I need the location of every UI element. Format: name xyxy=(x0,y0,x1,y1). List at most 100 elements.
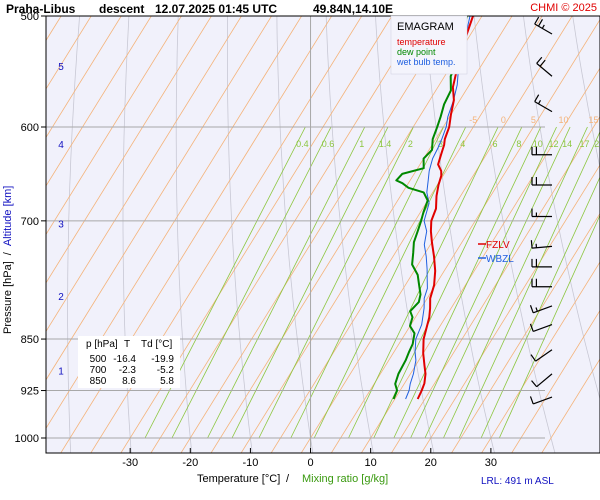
mixing-ratio-label: 10 xyxy=(533,139,543,149)
altitude-tick-label: 3 xyxy=(58,219,64,230)
table-cell-p: 500 xyxy=(90,354,107,365)
profile-series xyxy=(392,16,474,400)
mixing-ratio-lines xyxy=(144,126,600,439)
mixing-ratio-label: 8 xyxy=(516,139,521,149)
pressure-tick-label: 500 xyxy=(21,11,39,23)
mixing-ratio-label: 0.6 xyxy=(322,139,335,149)
mixing-ratio-label: 17 xyxy=(579,139,589,149)
wind-barb xyxy=(529,305,553,314)
mixing-ratio-line xyxy=(458,130,600,439)
values-table-bg xyxy=(78,336,180,388)
isotherm-line xyxy=(46,16,182,236)
altitude-axis: 1 2 3 4 5 xyxy=(58,62,64,377)
temperature-tick-label: -20 xyxy=(182,457,198,469)
dry-adiabat-line xyxy=(226,16,253,453)
pressure-tick-label: 850 xyxy=(21,334,39,346)
isotherm-line xyxy=(90,16,363,453)
mixing-ratio-line xyxy=(443,126,588,439)
wind-barb xyxy=(529,396,553,405)
freezing-level-marker: FZLV xyxy=(478,240,510,251)
table-cell-t: 8.6 xyxy=(122,376,136,387)
isotherm-line xyxy=(46,16,303,430)
legend-item-wet-bulb: wet bulb temp. xyxy=(396,57,456,67)
altitude-tick-label: 1 xyxy=(58,366,64,377)
temperature-tick-label: 20 xyxy=(425,457,437,469)
isotherm-line xyxy=(240,16,513,453)
pressure-tick-label: 925 xyxy=(21,386,39,398)
isotherm-line xyxy=(46,16,122,139)
values-table: p [hPa] T Td [°C] 500 -16.4 -19.9 700 -2.3 -5… xyxy=(78,336,180,388)
y-axis-separator: / xyxy=(2,251,14,255)
mixing-ratio-label: 1.4 xyxy=(379,139,392,149)
isotherms xyxy=(46,16,600,453)
wind-barb xyxy=(531,278,552,288)
wet-bulb-zero-marker: WBZL xyxy=(478,254,514,265)
legend-box xyxy=(390,15,468,75)
isotherm-line xyxy=(46,16,273,381)
isotherm-line xyxy=(46,16,212,284)
mixing-ratio-label: 3 xyxy=(438,139,443,149)
table-cell-t: -16.4 xyxy=(113,354,136,365)
mixing-ratio-line xyxy=(498,214,600,439)
wind-barb xyxy=(530,240,553,249)
temperature-tick-label: 30 xyxy=(485,457,497,469)
mixing-ratio-label: 6 xyxy=(493,139,498,149)
wind-barb xyxy=(529,323,553,332)
table-cell-p: 850 xyxy=(90,376,107,387)
table-header-t: T xyxy=(124,339,130,350)
dry-adiabat-line xyxy=(572,16,600,170)
mixing-ratio-line xyxy=(231,126,389,439)
isotherm-line xyxy=(46,16,152,187)
isotherm-line xyxy=(541,358,600,453)
mixing-ratio-label: 4 xyxy=(460,139,465,149)
x-axis-separator: / xyxy=(286,473,290,485)
dry-adiabat-line xyxy=(424,16,495,453)
isotherm-line xyxy=(451,212,600,453)
table-cell-p: 700 xyxy=(90,365,107,376)
mixing-ratio-label: 2 xyxy=(408,139,413,149)
mixing-ratio-line xyxy=(290,126,444,439)
pressure-tick-label: 1000 xyxy=(15,433,39,445)
mixing-ratio-line xyxy=(373,126,523,439)
station-coords: 49.84N,14.10E xyxy=(313,2,393,16)
pressure-axis: 500 600 700 850 925 1000 xyxy=(15,11,46,445)
isotherm-line xyxy=(421,164,600,453)
table-rows: 500 -16.4 -19.9 700 -2.3 -5.2 850 8.6 5.8 xyxy=(90,354,175,387)
dew-point-series xyxy=(392,16,468,400)
isotherm-label: 15 xyxy=(589,115,599,125)
fzlv-label: FZLV xyxy=(486,240,510,251)
isotherm-line xyxy=(46,16,92,90)
mixing-ratio-label: 1 xyxy=(359,139,364,149)
altitude-tick-label: 4 xyxy=(58,140,64,151)
isotherm-label: 10 xyxy=(558,115,568,125)
isotherm-line xyxy=(270,16,543,453)
x-axis-temperature-label: Temperature [°C] xyxy=(197,473,280,485)
mixing-ratio-line xyxy=(207,126,366,439)
temperature-tick-label: -10 xyxy=(242,457,258,469)
wind-barb xyxy=(534,94,553,113)
sounding-mode: descent xyxy=(99,2,144,16)
mixing-ratio-line xyxy=(171,126,332,439)
isotherm-line xyxy=(120,16,393,453)
wind-barb xyxy=(536,56,553,77)
wind-barb xyxy=(531,146,552,156)
y-axis-pressure-label: Pressure [hPa] xyxy=(2,261,14,334)
pressure-tick-label: 700 xyxy=(21,216,39,228)
dry-adiabat-line xyxy=(325,16,374,453)
plot-frame xyxy=(45,15,600,454)
wind-barb xyxy=(530,349,553,362)
x-axis-mixing-label: Mixing ratio [g/kg] xyxy=(302,473,388,485)
altitude-tick-label: 5 xyxy=(58,62,64,73)
temperature-tick-label: 10 xyxy=(365,457,377,469)
isotherm-label: -5 xyxy=(469,115,477,125)
isotherm-label: 0 xyxy=(501,115,506,125)
table-cell-td: -19.9 xyxy=(151,354,174,365)
isotherm-line xyxy=(360,67,600,453)
wind-barbs xyxy=(529,16,553,405)
mixing-ratio-labels: 0.40.611.42346810121417202530 xyxy=(296,139,600,149)
mixing-ratio-label: 14 xyxy=(562,139,572,149)
altitude-tick-label: 2 xyxy=(58,292,64,303)
wind-barb xyxy=(531,373,553,388)
pressure-tick-label: 600 xyxy=(21,122,39,134)
